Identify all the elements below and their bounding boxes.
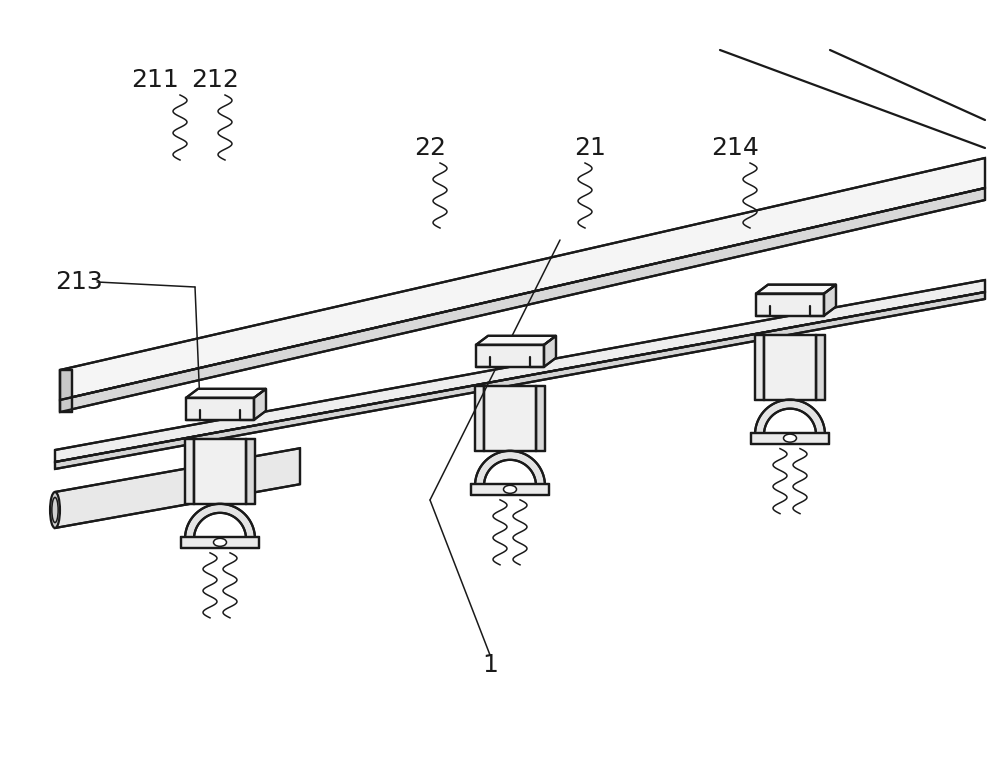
Polygon shape	[186, 389, 266, 397]
Polygon shape	[55, 280, 985, 462]
Polygon shape	[764, 334, 816, 400]
Polygon shape	[60, 158, 985, 400]
Polygon shape	[185, 504, 255, 539]
Polygon shape	[246, 439, 255, 504]
Polygon shape	[755, 334, 764, 400]
Polygon shape	[55, 448, 300, 528]
Polygon shape	[756, 293, 824, 315]
Text: 212: 212	[191, 68, 239, 92]
Polygon shape	[185, 439, 194, 504]
Polygon shape	[471, 484, 549, 495]
Polygon shape	[751, 432, 829, 444]
Polygon shape	[181, 537, 259, 548]
Polygon shape	[60, 370, 72, 412]
Text: 213: 213	[55, 270, 103, 294]
Polygon shape	[816, 334, 825, 400]
Polygon shape	[755, 400, 825, 435]
Polygon shape	[475, 386, 484, 451]
Polygon shape	[544, 336, 556, 367]
Polygon shape	[186, 397, 254, 420]
Text: 21: 21	[574, 136, 606, 160]
Polygon shape	[55, 292, 985, 469]
Text: 214: 214	[711, 136, 759, 160]
Polygon shape	[536, 386, 545, 451]
Polygon shape	[476, 345, 544, 367]
Polygon shape	[484, 386, 536, 451]
Ellipse shape	[214, 538, 226, 546]
Polygon shape	[756, 285, 836, 293]
Polygon shape	[254, 389, 266, 420]
Polygon shape	[824, 285, 836, 315]
Polygon shape	[476, 336, 556, 345]
Ellipse shape	[50, 492, 60, 528]
Polygon shape	[475, 451, 545, 486]
Ellipse shape	[784, 434, 796, 442]
Polygon shape	[194, 439, 246, 504]
Ellipse shape	[52, 497, 58, 523]
Text: 1: 1	[482, 653, 498, 677]
Ellipse shape	[504, 486, 516, 493]
Polygon shape	[60, 188, 985, 412]
Text: 211: 211	[131, 68, 179, 92]
Text: 22: 22	[414, 136, 446, 160]
